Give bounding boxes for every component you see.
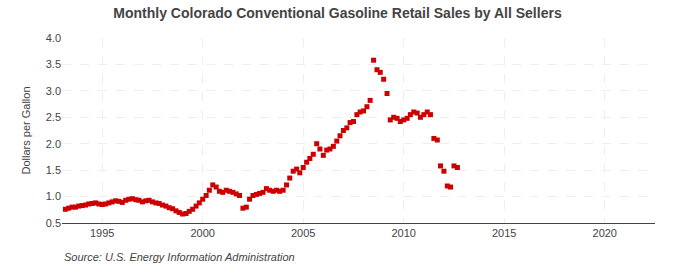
svg-text:3.5: 3.5 (46, 58, 61, 70)
svg-text:2.5: 2.5 (46, 111, 61, 123)
svg-text:1.5: 1.5 (46, 164, 61, 176)
svg-text:2000: 2000 (190, 227, 214, 239)
svg-text:2015: 2015 (492, 227, 516, 239)
svg-text:Source: U.S. Energy Informatio: Source: U.S. Energy Information Administ… (64, 251, 295, 263)
svg-text:2005: 2005 (291, 227, 315, 239)
svg-text:2010: 2010 (391, 227, 415, 239)
svg-text:1.0: 1.0 (46, 190, 61, 202)
svg-text:Monthly Colorado Conventional: Monthly Colorado Conventional Gasoline R… (113, 5, 562, 21)
svg-text:1995: 1995 (90, 227, 114, 239)
svg-text:4.0: 4.0 (46, 32, 61, 44)
svg-text:0.5: 0.5 (46, 217, 61, 229)
svg-text:3.0: 3.0 (46, 85, 61, 97)
svg-text:Dollars per Gallon: Dollars per Gallon (20, 86, 32, 174)
svg-text:2.0: 2.0 (46, 138, 61, 150)
svg-text:2020: 2020 (593, 227, 617, 239)
